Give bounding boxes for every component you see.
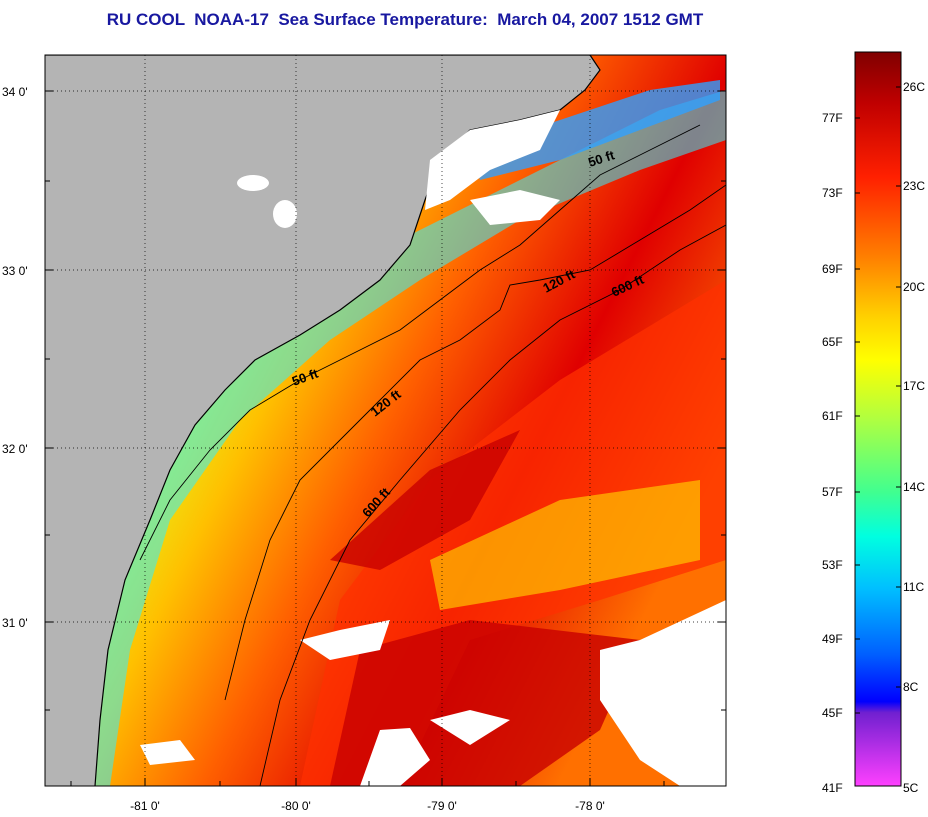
cloud-3 bbox=[600, 600, 726, 786]
cb-f-label-69: 69F bbox=[822, 262, 843, 276]
cb-f-label-53: 53F bbox=[822, 558, 843, 572]
cloud-1 bbox=[425, 110, 560, 210]
cloud-5 bbox=[430, 710, 510, 745]
cb-c-label-23: 23C bbox=[903, 179, 925, 193]
cb-f-label-49: 49F bbox=[822, 632, 843, 646]
cloud-9 bbox=[237, 175, 269, 191]
coastline bbox=[45, 55, 601, 786]
lon-label-81: -81 0' bbox=[130, 799, 160, 813]
cloud-2 bbox=[470, 190, 560, 225]
map-grid bbox=[45, 55, 726, 786]
cb-c-label-20: 20C bbox=[903, 280, 925, 294]
cb-f-label-61: 61F bbox=[822, 409, 843, 423]
cb-f-label-77: 77F bbox=[822, 111, 843, 125]
contour-600ft bbox=[259, 224, 726, 786]
cool-filament bbox=[430, 480, 700, 610]
cb-c-label-14: 14C bbox=[903, 480, 925, 494]
gulf-stream-core-1 bbox=[330, 430, 520, 570]
map-frame bbox=[44, 54, 727, 787]
lon-label-78: -78 0' bbox=[575, 799, 605, 813]
cb-f-label-57: 57F bbox=[822, 485, 843, 499]
map-ticks bbox=[45, 90, 726, 786]
cb-c-label-26: 26C bbox=[903, 80, 925, 94]
cb-c-label-8: 8C bbox=[903, 680, 919, 694]
lat-label-31: 31 0' bbox=[2, 616, 28, 630]
lat-label-33: 33 0' bbox=[2, 264, 28, 278]
cloud-4 bbox=[300, 620, 390, 660]
cold-water-patch bbox=[470, 80, 720, 180]
cb-f-label-41: 41F bbox=[822, 781, 843, 795]
cloud-6 bbox=[360, 728, 430, 786]
cb-f-label-65: 65F bbox=[822, 335, 843, 349]
lon-label-79: -79 0' bbox=[427, 799, 457, 813]
cloud-8 bbox=[273, 200, 297, 228]
land-mass bbox=[45, 55, 600, 786]
colorbar-gradient bbox=[854, 51, 902, 787]
lat-label-32: 32 0' bbox=[2, 442, 28, 456]
lon-label-80: -80 0' bbox=[281, 799, 311, 813]
cb-f-label-45: 45F bbox=[822, 706, 843, 720]
cb-c-label-17: 17C bbox=[903, 379, 925, 393]
contour-120ft bbox=[224, 184, 726, 701]
cb-c-label-11: 11C bbox=[903, 580, 924, 594]
map-title: RU COOL NOAA-17 Sea Surface Temperature:… bbox=[106, 10, 704, 29]
cloud-7 bbox=[140, 740, 195, 765]
lat-label-34: 34 0' bbox=[2, 85, 28, 99]
colorbar-ticks bbox=[855, 86, 901, 714]
contour-50ft bbox=[139, 124, 701, 561]
cb-c-label-5: 5C bbox=[903, 781, 919, 795]
cb-f-label-73: 73F bbox=[822, 186, 843, 200]
